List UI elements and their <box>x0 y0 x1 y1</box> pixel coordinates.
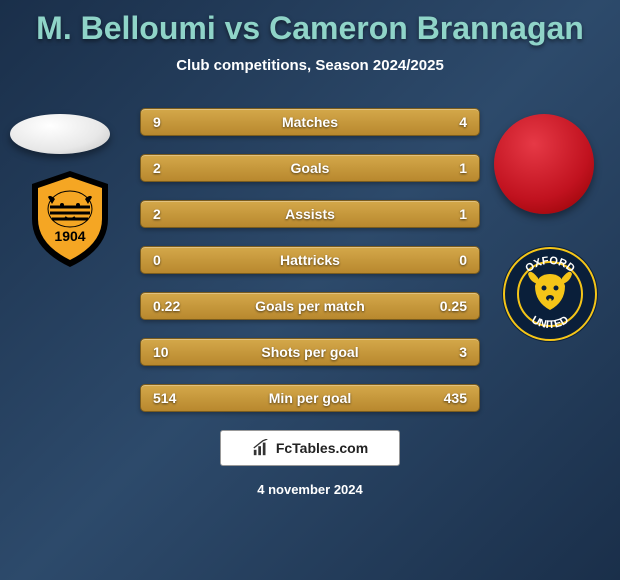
stat-right-value: 4 <box>427 114 467 130</box>
player-right-avatar <box>494 114 594 214</box>
stat-left-value: 0.22 <box>153 298 193 314</box>
club-right-badge: OXFORD UNITED <box>500 244 600 344</box>
stat-left-value: 514 <box>153 390 193 406</box>
stat-left-value: 10 <box>153 344 193 360</box>
stat-row: 0.22 Goals per match 0.25 <box>140 292 480 320</box>
stat-right-value: 1 <box>427 206 467 222</box>
stat-label: Hattricks <box>193 252 427 268</box>
stats-table: 9 Matches 4 2 Goals 1 2 Assists 1 0 Hatt… <box>140 104 480 412</box>
player-left-avatar <box>10 114 110 154</box>
stat-left-value: 0 <box>153 252 193 268</box>
stat-label: Goals <box>193 160 427 176</box>
main-area: 1904 OXFORD UNITED <box>0 104 620 570</box>
comparison-card: M. Belloumi vs Cameron Brannagan Club co… <box>0 0 620 580</box>
stat-left-value: 2 <box>153 206 193 222</box>
stat-row: 514 Min per goal 435 <box>140 384 480 412</box>
club-left-badge: 1904 <box>20 169 120 269</box>
stat-row: 2 Goals 1 <box>140 154 480 182</box>
stat-label: Goals per match <box>193 298 427 314</box>
branding-text: FcTables.com <box>276 440 368 456</box>
stat-right-value: 435 <box>427 390 467 406</box>
oxford-united-icon: OXFORD UNITED <box>500 244 600 344</box>
stat-right-value: 3 <box>427 344 467 360</box>
stat-right-value: 0.25 <box>427 298 467 314</box>
stat-left-value: 9 <box>153 114 193 130</box>
stat-label: Shots per goal <box>193 344 427 360</box>
stat-label: Min per goal <box>193 390 427 406</box>
page-title: M. Belloumi vs Cameron Brannagan <box>36 10 584 47</box>
club-left-year: 1904 <box>54 228 85 244</box>
stat-row: 0 Hattricks 0 <box>140 246 480 274</box>
stat-label: Matches <box>193 114 427 130</box>
stat-row: 10 Shots per goal 3 <box>140 338 480 366</box>
stat-left-value: 2 <box>153 160 193 176</box>
hull-city-icon: 1904 <box>20 169 120 269</box>
stat-row: 9 Matches 4 <box>140 108 480 136</box>
date-label: 4 november 2024 <box>0 482 620 497</box>
stat-right-value: 0 <box>427 252 467 268</box>
branding-badge[interactable]: FcTables.com <box>220 430 400 466</box>
stat-right-value: 1 <box>427 160 467 176</box>
chart-icon <box>252 439 270 457</box>
stat-label: Assists <box>193 206 427 222</box>
subtitle: Club competitions, Season 2024/2025 <box>176 57 444 74</box>
stat-row: 2 Assists 1 <box>140 200 480 228</box>
